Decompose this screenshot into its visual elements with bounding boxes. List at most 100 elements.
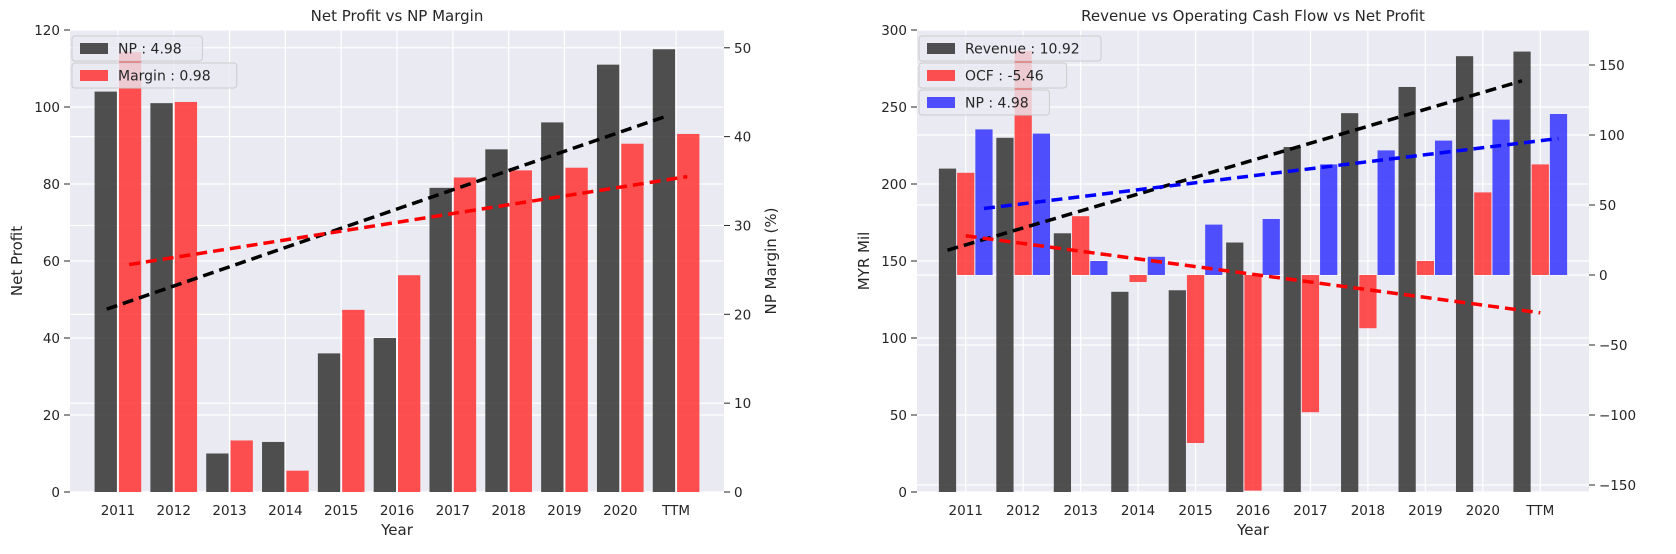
chart2-bar-s1 [938, 168, 957, 492]
chart1-y-tick-label: 60 [43, 254, 60, 270]
chart2-y2-tick-label: −100 [1599, 408, 1636, 424]
chart2-trend-line-s3 [983, 136, 1559, 211]
chart2-legend-box-s2 [918, 62, 1068, 89]
chart1-trend-line-s2 [128, 174, 688, 267]
chart2-bar-s3 [1549, 114, 1568, 275]
chart1-bar-s1 [429, 187, 452, 492]
chart2-bar-s3 [1090, 261, 1108, 275]
chart1-x-tick-label: 2012 [157, 503, 191, 519]
chart1-x-tick-label: 2020 [603, 503, 637, 519]
chart1-bar-s1 [652, 49, 676, 492]
chart2-bar-s3 [975, 129, 993, 275]
chart2-legend-box-s3 [918, 89, 1050, 116]
chart2-y-tick-label: 300 [881, 23, 907, 39]
chart1-y-tick-label: 0 [51, 485, 60, 501]
chart2-bar-s2 [1359, 275, 1377, 329]
chart1-legend-swatch-s2 [80, 70, 108, 81]
chart2-bar-s1 [1053, 233, 1072, 492]
chart2-bar-s2 [1301, 275, 1320, 413]
chart2-x-tick-label: 2020 [1466, 503, 1500, 519]
chart2-bar-s1 [1398, 86, 1416, 492]
chart1-legend-swatch-s1 [80, 43, 108, 54]
chart1-y-tick-label: 120 [34, 23, 60, 39]
chart1-bar-s2 [118, 52, 142, 492]
chart2-bar-s1 [1226, 242, 1244, 492]
chart2-legend-label-s2: OCF : -5.46 [965, 69, 1044, 85]
chart2-bar-s2 [1474, 192, 1492, 275]
chart2-trend-line-s1 [946, 79, 1523, 252]
chart2-x-tick-label: 2014 [1121, 503, 1155, 519]
chart1-y2-tick-label: 20 [734, 307, 751, 323]
chart1-y-tick-label: 100 [34, 100, 60, 116]
chart1-bar-s1 [485, 149, 508, 492]
chart1-y-tick-label: 20 [43, 408, 60, 424]
chart2-y2-tick-label: 0 [1599, 268, 1608, 284]
chart2-y-tick-label: 0 [898, 485, 907, 501]
chart2-bar-s3 [1377, 150, 1395, 275]
chart2-bar-s2 [1244, 275, 1262, 491]
chart1-x-tick-label: 2013 [212, 503, 246, 519]
chart1-y-axis-label: Net Profit [8, 226, 26, 296]
chart2-x-tick-label: 2018 [1351, 503, 1385, 519]
chart1-x-tick-label: 2014 [268, 503, 302, 519]
chart2-y2-tick-label: −50 [1599, 338, 1628, 354]
chart1-bar-s2 [342, 309, 365, 492]
chart2-y-tick-label: 250 [881, 100, 907, 116]
chart1-bar-s2 [565, 167, 588, 492]
chart1-bar-s1 [206, 453, 229, 492]
chart1-bar-s2 [677, 133, 700, 492]
chart2-bar-s3 [1434, 140, 1453, 275]
chart1-x-tick-label: 2016 [380, 503, 414, 519]
chart2-bar-s1 [1283, 147, 1301, 493]
chart2-legend-label-s3: NP : 4.98 [965, 96, 1029, 112]
chart1-x-tick-label: 2015 [324, 503, 358, 519]
chart2-legend-box-s1 [918, 35, 1102, 62]
chart1-bar-s2 [286, 470, 309, 492]
chart2-y2-tick-label: 50 [1599, 198, 1616, 214]
chart1-y-tick-label: 80 [43, 177, 60, 193]
chart1-x-tick-label: 2011 [101, 503, 135, 519]
chart1-x-axis-label: Year [380, 521, 414, 539]
chart1-bar-s2 [453, 177, 477, 492]
chart1-x-tick-label: 2018 [491, 503, 525, 519]
chart1-bar-s2 [621, 143, 644, 492]
chart1-bar-s1 [541, 122, 564, 493]
chart2-legend-swatch-s3 [927, 97, 955, 108]
chart1-bar-s2 [174, 101, 198, 492]
chart1-bar-s1 [262, 441, 285, 492]
chart2-bar-s1 [1111, 291, 1129, 492]
chart2-bar-s3 [1262, 219, 1280, 275]
chart2-bar-s3 [1320, 164, 1338, 275]
chart1-bar-s2 [230, 440, 253, 492]
chart2-bar-s3 [1205, 224, 1223, 275]
chart2-title: Revenue vs Operating Cash Flow vs Net Pr… [1081, 7, 1425, 25]
chart2-bar-s2 [957, 172, 975, 275]
chart1-bar-s2 [509, 170, 532, 492]
chart1-x-tick-label: 2017 [436, 503, 470, 519]
chart1-y2-tick-label: 40 [734, 130, 751, 146]
chart2-bar-s3 [1147, 256, 1165, 275]
chart2-legend-swatch-s2 [927, 70, 955, 81]
chart2-bar-s3 [1492, 119, 1510, 275]
chart1-legend-label-s1: NP : 4.98 [118, 42, 182, 58]
chart2-bar-s2 [1186, 275, 1205, 443]
chart1-legend-label-s2: Margin : 0.98 [118, 69, 211, 85]
chart2-y-tick-label: 50 [890, 408, 907, 424]
chart1-y2-tick-label: 0 [734, 485, 743, 501]
chart1-y2-tick-label: 50 [734, 41, 751, 57]
chart2-bar-s2 [1531, 164, 1549, 275]
chart2-bar-s1 [1455, 56, 1474, 493]
chart2-x-tick-label: 2011 [949, 503, 983, 519]
chart2-x-axis-label: Year [1236, 521, 1270, 539]
chart2-x-tick-label: TTM [1525, 503, 1554, 519]
chart2-x-tick-label: 2013 [1063, 503, 1097, 519]
chart1-y2-tick-label: 10 [734, 396, 751, 412]
chart1-title: Net Profit vs NP Margin [311, 7, 484, 25]
chart2-trend-line-s2 [965, 234, 1541, 315]
chart2-y-tick-label: 150 [881, 254, 907, 270]
chart1-bar-s1 [150, 103, 173, 493]
chart1-x-tick-label: TTM [661, 503, 690, 519]
chart2-bar-s1 [1168, 290, 1186, 492]
